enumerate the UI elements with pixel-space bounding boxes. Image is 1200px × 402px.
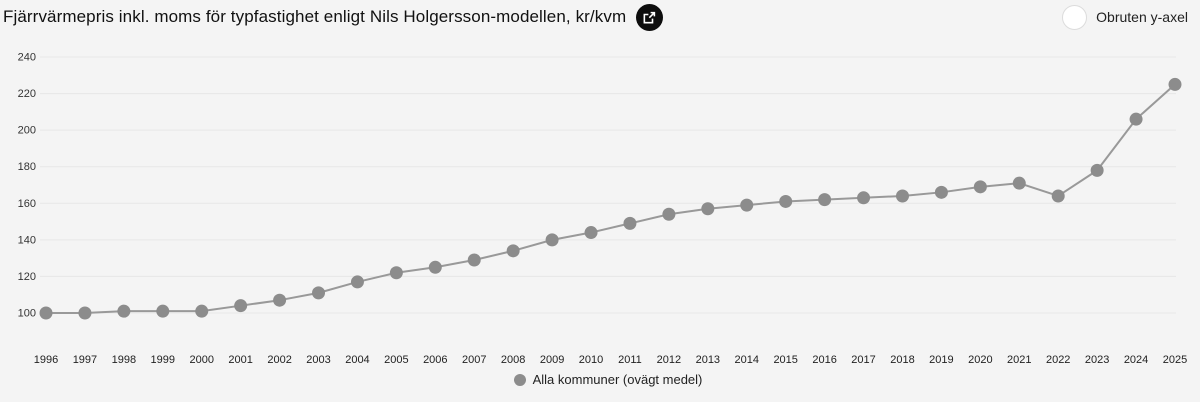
x-tick-label: 2016 (812, 354, 836, 366)
data-point-2019[interactable] (934, 185, 948, 199)
x-tick-label: 2000 (189, 354, 213, 366)
unbroken-y-axis-control: Obruten y-axel (1062, 3, 1188, 31)
legend-marker-icon (513, 373, 526, 386)
data-point-2013[interactable] (701, 202, 715, 216)
data-point-1997[interactable] (78, 306, 92, 320)
data-point-2021[interactable] (1012, 176, 1026, 190)
y-tick-label: 200 (18, 125, 36, 137)
x-tick-label: 1999 (151, 354, 175, 366)
data-point-1999[interactable] (156, 304, 170, 318)
y-tick-label: 100 (18, 308, 36, 320)
data-point-2015[interactable] (779, 194, 793, 208)
x-tick-label: 2019 (929, 354, 953, 366)
x-tick-label: 2010 (579, 354, 603, 366)
x-tick-label: 1998 (112, 354, 136, 366)
y-tick-label: 240 (18, 52, 36, 64)
data-point-2008[interactable] (506, 244, 520, 258)
x-tick-label: 2014 (735, 354, 759, 366)
data-point-2020[interactable] (973, 180, 987, 194)
x-tick-label: 2017 (851, 354, 875, 366)
legend-label: Alla kommuner (ovägt medel) (532, 372, 703, 387)
y-tick-label: 120 (18, 271, 36, 283)
data-point-2025[interactable] (1168, 77, 1182, 91)
x-tick-label: 2020 (968, 354, 992, 366)
x-tick-label: 2011 (618, 354, 642, 366)
x-tick-label: 2021 (1007, 354, 1031, 366)
legend-item[interactable]: Alla kommuner (ovägt medel) (40, 372, 1176, 387)
x-tick-label: 2005 (384, 354, 408, 366)
data-point-2023[interactable] (1090, 163, 1104, 177)
x-tick-label: 2024 (1124, 354, 1148, 366)
data-point-2011[interactable] (623, 216, 637, 230)
x-tick-label: 2002 (267, 354, 291, 366)
data-point-2004[interactable] (350, 275, 364, 289)
series-line (46, 83, 1176, 314)
x-tick-label: 2003 (306, 354, 330, 366)
x-tick-label: 2022 (1046, 354, 1070, 366)
data-point-1998[interactable] (117, 304, 131, 318)
data-point-2010[interactable] (584, 226, 598, 240)
data-point-2022[interactable] (1051, 189, 1065, 203)
data-point-2014[interactable] (740, 198, 754, 212)
data-point-2009[interactable] (545, 233, 559, 247)
y-tick-label: 140 (18, 234, 36, 246)
x-tick-label: 2006 (423, 354, 447, 366)
data-point-2005[interactable] (389, 266, 403, 280)
chart-header: Fjärrvärmepris inkl. moms för typfastigh… (3, 0, 664, 34)
x-tick-label: 2013 (696, 354, 720, 366)
x-tick-label: 2015 (773, 354, 797, 366)
data-point-2006[interactable] (428, 260, 442, 274)
chart-title: Fjärrvärmepris inkl. moms för typfastigh… (3, 7, 627, 26)
unbroken-y-axis-label[interactable]: Obruten y-axel (1096, 9, 1188, 25)
x-tick-label: 2007 (462, 354, 486, 366)
data-point-2003[interactable] (312, 286, 326, 300)
data-point-2017[interactable] (857, 191, 871, 205)
data-point-2002[interactable] (273, 293, 287, 307)
x-tick-label: 2018 (890, 354, 914, 366)
x-tick-label: 2025 (1163, 354, 1187, 366)
x-tick-label: 1997 (73, 354, 97, 366)
data-point-1996[interactable] (39, 306, 53, 320)
data-point-2000[interactable] (195, 304, 209, 318)
x-tick-label: 2001 (228, 354, 252, 366)
open-in-new-window-icon (642, 10, 657, 25)
x-tick-label: 2009 (540, 354, 564, 366)
y-tick-label: 220 (18, 88, 36, 100)
data-point-2007[interactable] (467, 253, 481, 267)
export-button[interactable] (636, 3, 664, 31)
x-tick-label: 2008 (501, 354, 525, 366)
data-point-2012[interactable] (662, 207, 676, 221)
y-tick-label: 180 (18, 161, 36, 173)
x-tick-label: 2004 (345, 354, 369, 366)
data-point-2016[interactable] (818, 193, 832, 207)
data-point-2001[interactable] (234, 299, 248, 313)
unbroken-y-axis-toggle[interactable] (1062, 4, 1088, 30)
x-tick-label: 1996 (34, 354, 58, 366)
x-tick-label: 2023 (1085, 354, 1109, 366)
x-tick-label: 2012 (657, 354, 681, 366)
data-point-2024[interactable] (1129, 112, 1143, 126)
data-point-2018[interactable] (895, 189, 909, 203)
y-tick-label: 160 (18, 198, 36, 210)
